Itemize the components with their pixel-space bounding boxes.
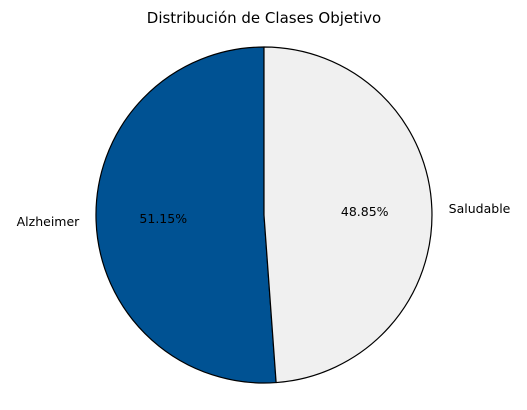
pie-slices [95,46,433,384]
slice-label-saludable: Saludable [449,201,511,216]
pie-slice-saludable [263,46,433,384]
slice-percent-alzheimer: 51.15% [139,211,187,226]
chart-title: Distribución de Clases Objetivo [147,9,381,27]
slice-percent-saludable: 48.85% [341,204,389,219]
slice-label-alzheimer: Alzheimer [17,214,81,229]
pie-labels: Alzheimer 51.15% Saludable 48.85% [17,201,511,229]
pie-slice-alzheimer [95,46,277,384]
